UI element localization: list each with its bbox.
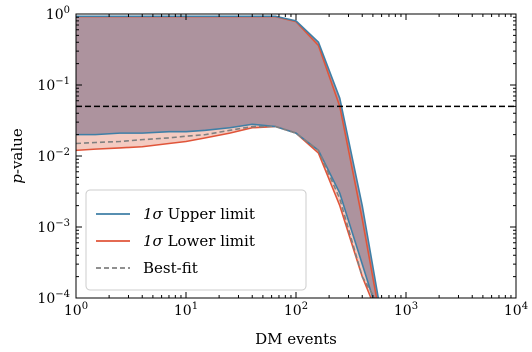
- x-tick-label: 101: [174, 301, 198, 319]
- y-axis-label: p-value: [8, 128, 26, 184]
- y-tick-label: 10−3: [37, 218, 70, 236]
- series-line-upper-bottom: [76, 123, 374, 299]
- y-tick-label: 100: [46, 5, 70, 23]
- x-tick-label: 103: [394, 301, 418, 319]
- y-tick-label: 10−4: [37, 289, 70, 307]
- x-tick-label: 104: [504, 301, 528, 319]
- tick-labels: 100 101 102 103 104 10−4 10−3 10−2 10−1 100: [37, 5, 528, 319]
- x-tick-label: 100: [64, 301, 88, 319]
- y-tick-label: 10−2: [37, 147, 70, 165]
- series-line-upper-top: [76, 15, 380, 299]
- x-axis-label: DM events: [255, 330, 337, 348]
- series-line-bestfit: [75, 125, 376, 299]
- axis-ticks: [75, 13, 517, 299]
- legend-box: [85, 189, 307, 291]
- series-line-lower-bottom: [75, 125, 372, 299]
- band-upper: [76, 16, 379, 299]
- x-tick-label: 102: [284, 301, 308, 319]
- legend: 1σ Upper limit 1σ Lower limit Best-fit: [85, 189, 307, 291]
- bands: [76, 16, 379, 299]
- legend-label: 1σ Upper limit: [143, 205, 255, 223]
- legend-label: Best-fit: [143, 259, 198, 277]
- series-lines: [75, 15, 380, 299]
- legend-label: 1σ Lower limit: [143, 232, 255, 250]
- y-tick-label: 10−1: [37, 76, 70, 94]
